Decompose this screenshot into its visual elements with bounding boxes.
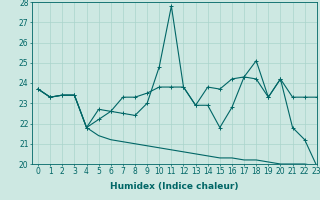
X-axis label: Humidex (Indice chaleur): Humidex (Indice chaleur) [110,182,239,191]
